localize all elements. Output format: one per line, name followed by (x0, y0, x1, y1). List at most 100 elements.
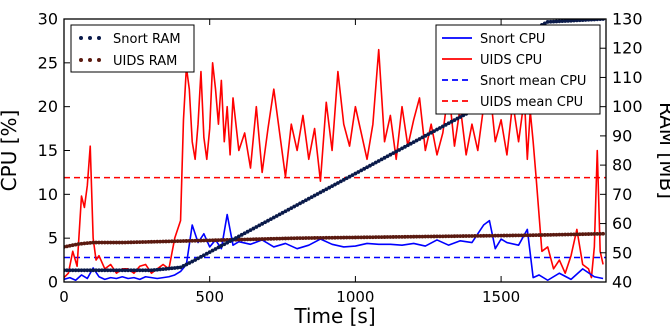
data-point-snort-ram (175, 265, 180, 270)
data-point-snort-ram (315, 192, 320, 196)
data-point-snort-ram (242, 231, 247, 236)
data-point-uids-ram (574, 232, 579, 237)
data-point-snort-ram (97, 268, 101, 273)
data-point-snort-ram (161, 267, 165, 272)
data-point-uids-ram (65, 244, 69, 249)
data-point-snort-ram (286, 207, 291, 212)
data-point-snort-ram (301, 199, 305, 204)
y-tick-label-right: 90 (612, 126, 632, 145)
data-point-snort-ram (443, 122, 448, 127)
data-point-uids-ram (268, 236, 273, 241)
data-point-snort-ram (554, 19, 559, 24)
data-point-uids-ram (193, 238, 198, 243)
data-point-snort-ram (193, 258, 198, 262)
legend-marker (79, 36, 83, 40)
y-axis-label-left: CPU [%] (0, 110, 21, 192)
data-point-uids-ram (318, 235, 323, 240)
data-point-snort-ram (318, 190, 323, 195)
data-point-snort-ram (146, 268, 151, 273)
data-point-snort-ram (382, 155, 387, 160)
data-point-snort-ram (158, 267, 163, 272)
data-point-uids-ram (114, 240, 119, 245)
data-point-snort-ram (204, 251, 209, 256)
y-tick-label-left: 0 (48, 273, 58, 292)
data-point-snort-ram (114, 268, 119, 273)
data-point-uids-ram (548, 232, 553, 237)
data-point-snort-ram (164, 266, 168, 271)
series-snort-cpu (64, 213, 604, 282)
data-point-uids-ram (306, 236, 311, 240)
data-point-snort-ram (438, 126, 442, 130)
data-point-uids-ram (554, 232, 559, 237)
data-point-uids-ram (155, 239, 160, 244)
data-point-uids-ram (283, 236, 288, 241)
data-point-snort-ram (134, 268, 139, 273)
data-point-snort-ram (376, 159, 381, 163)
data-point-snort-ram (426, 132, 431, 137)
data-point-uids-ram (286, 236, 291, 241)
data-point-snort-ram (236, 234, 241, 239)
data-point-uids-ram (577, 232, 582, 237)
data-point-uids-ram (190, 238, 195, 243)
data-point-uids-ram (210, 238, 215, 243)
y-tick-label-left: 25 (38, 53, 58, 72)
data-point-snort-ram (542, 21, 547, 26)
data-point-uids-ram (420, 234, 425, 239)
data-point-uids-ram (85, 241, 90, 246)
data-point-snort-ram (405, 143, 410, 148)
data-point-uids-ram (589, 232, 594, 236)
data-point-uids-ram (586, 232, 591, 236)
data-point-uids-ram (563, 232, 568, 237)
y-tick-label-left: 5 (48, 229, 58, 248)
data-point-snort-ram (210, 248, 215, 253)
data-point-uids-ram (336, 235, 340, 240)
data-point-snort-ram (199, 254, 203, 259)
data-point-snort-ram (79, 268, 84, 273)
data-point-snort-ram (120, 268, 125, 273)
data-point-snort-ram (446, 121, 451, 126)
data-point-uids-ram (132, 240, 136, 245)
data-point-snort-ram (172, 266, 177, 270)
data-point-snort-ram (309, 195, 314, 200)
data-point-snort-ram (181, 264, 186, 268)
y-tick-label-right: 100 (612, 97, 643, 116)
data-point-uids-ram (545, 232, 550, 237)
data-point-uids-ram (440, 234, 445, 239)
data-point-snort-ram (336, 181, 340, 185)
data-point-uids-ram (569, 232, 573, 237)
data-point-snort-ram (551, 19, 556, 24)
data-point-snort-ram (231, 237, 235, 242)
data-point-uids-ram (470, 234, 474, 238)
data-point-snort-ram (397, 148, 402, 152)
data-point-uids-ram (111, 240, 116, 245)
data-point-snort-ram (155, 267, 160, 272)
data-point-uids-ram (260, 237, 265, 241)
data-point-snort-ram (548, 19, 553, 24)
y-tick-label-right: 110 (612, 68, 643, 87)
data-point-uids-ram (490, 233, 495, 238)
data-point-uids-ram (105, 240, 110, 245)
data-point-uids-ram (513, 233, 518, 238)
data-point-snort-ram (196, 256, 200, 261)
data-point-snort-ram (362, 166, 367, 171)
data-point-uids-ram (315, 236, 320, 240)
data-point-uids-ram (373, 235, 378, 240)
data-point-uids-ram (277, 236, 282, 241)
data-point-uids-ram (531, 233, 536, 238)
data-point-snort-ram (85, 268, 90, 273)
data-point-uids-ram (108, 240, 113, 245)
data-point-snort-ram (373, 160, 378, 165)
data-point-uids-ram (99, 240, 104, 245)
data-point-uids-ram (525, 233, 530, 238)
data-point-uids-ram (382, 235, 387, 239)
data-point-uids-ram (97, 240, 101, 245)
x-tick-label: 1500 (482, 288, 520, 306)
data-point-uids-ram (464, 234, 469, 238)
data-point-snort-ram (187, 261, 192, 265)
x-axis-label: Time [s] (293, 304, 375, 328)
data-point-uids-ram (321, 235, 326, 240)
legend-marker (88, 36, 92, 40)
data-point-uids-ram (298, 236, 302, 241)
data-point-uids-ram (73, 242, 78, 247)
data-point-uids-ram (274, 236, 279, 241)
